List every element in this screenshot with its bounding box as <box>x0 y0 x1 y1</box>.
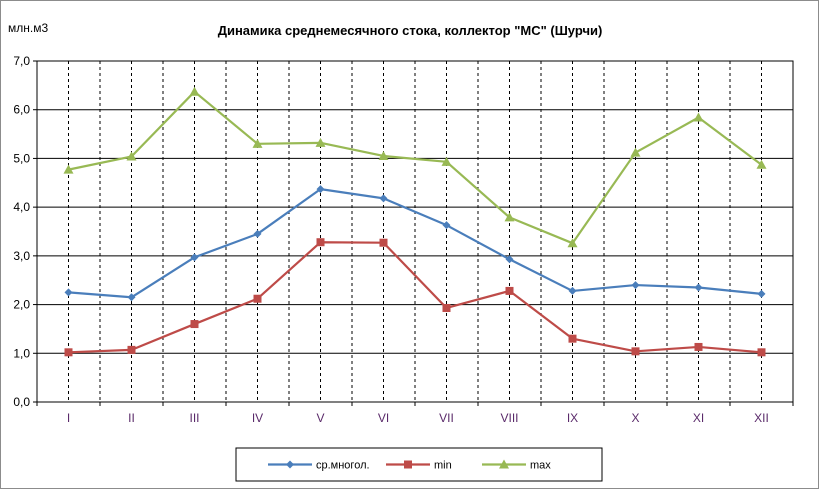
y-tick-label: 5,0 <box>13 151 30 165</box>
data-point-diamond <box>316 185 325 194</box>
legend-entry-label: max <box>530 460 551 472</box>
x-tick-label: VIII <box>500 411 518 425</box>
data-point-triangle <box>189 86 200 96</box>
data-point-diamond <box>694 283 703 292</box>
data-point-triangle <box>441 156 452 166</box>
x-tick-label: IV <box>252 411 263 425</box>
data-point-square <box>757 348 766 357</box>
data-point-diamond <box>253 229 262 238</box>
data-point-triangle <box>63 164 74 174</box>
chart-title: Динамика среднемесячного стока, коллекто… <box>218 23 603 38</box>
data-point-diamond <box>64 288 73 297</box>
data-point-triangle <box>126 151 137 161</box>
data-point-diamond <box>190 253 199 262</box>
legend: ср.многол. min max <box>235 447 603 482</box>
y-tick-label: 0,0 <box>13 395 30 409</box>
x-tick-label: XI <box>693 411 704 425</box>
data-point-diamond <box>757 289 766 298</box>
legend-swatch-marker <box>499 459 509 469</box>
data-point-triangle <box>630 147 641 157</box>
data-point-triangle <box>567 238 578 248</box>
data-point-square <box>631 347 640 356</box>
legend-entry-label: min <box>434 460 452 472</box>
y-tick-label: 6,0 <box>13 103 30 117</box>
data-point-square <box>253 294 262 303</box>
y-tick-label: 1,0 <box>13 346 30 360</box>
legend-swatch-marker <box>286 460 294 469</box>
data-point-square <box>442 303 451 312</box>
data-point-diamond <box>379 194 388 203</box>
legend-swatch-marker <box>404 460 412 469</box>
data-point-square <box>568 334 577 343</box>
data-point-diamond <box>631 281 640 290</box>
data-point-diamond <box>568 286 577 295</box>
x-tick-label: VI <box>378 411 389 425</box>
series-line-diamond <box>68 188 762 299</box>
data-point-triangle <box>252 138 263 148</box>
data-point-square <box>379 238 388 247</box>
x-tick-label: I <box>67 411 70 425</box>
data-point-triangle <box>378 150 389 160</box>
y-tick-label: 7,0 <box>13 54 30 68</box>
series-line-triangle <box>68 90 763 245</box>
data-point-diamond <box>505 255 514 264</box>
x-tick-label: XII <box>754 411 769 425</box>
series-line-square <box>68 241 762 354</box>
data-point-square <box>505 286 514 295</box>
x-tick-label: X <box>631 411 639 425</box>
data-point-square <box>64 348 73 357</box>
data-point-triangle <box>315 137 326 147</box>
y-tick-label: 3,0 <box>13 249 30 263</box>
x-tick-label: V <box>316 411 324 425</box>
data-point-triangle <box>504 212 515 222</box>
x-tick-label: VII <box>439 411 454 425</box>
plot-area: 0,01,02,03,04,05,06,07,0I II III IV V VI VII VI… <box>13 54 794 425</box>
data-point-square <box>190 320 199 329</box>
y-tick-label: 4,0 <box>13 200 30 214</box>
legend-entry-label: ср.многол. <box>316 460 370 472</box>
data-point-diamond <box>127 293 136 302</box>
y-axis-unit-label: млн.м3 <box>8 21 48 35</box>
data-point-square <box>316 238 325 247</box>
data-point-square <box>127 345 136 354</box>
x-tick-label: III <box>189 411 199 425</box>
y-tick-label: 2,0 <box>13 298 30 312</box>
data-point-diamond <box>442 221 451 230</box>
data-point-triangle <box>756 159 767 169</box>
data-point-square <box>694 342 703 351</box>
x-tick-label: II <box>128 411 135 425</box>
data-point-triangle <box>693 112 704 122</box>
x-tick-label: IX <box>567 411 578 425</box>
